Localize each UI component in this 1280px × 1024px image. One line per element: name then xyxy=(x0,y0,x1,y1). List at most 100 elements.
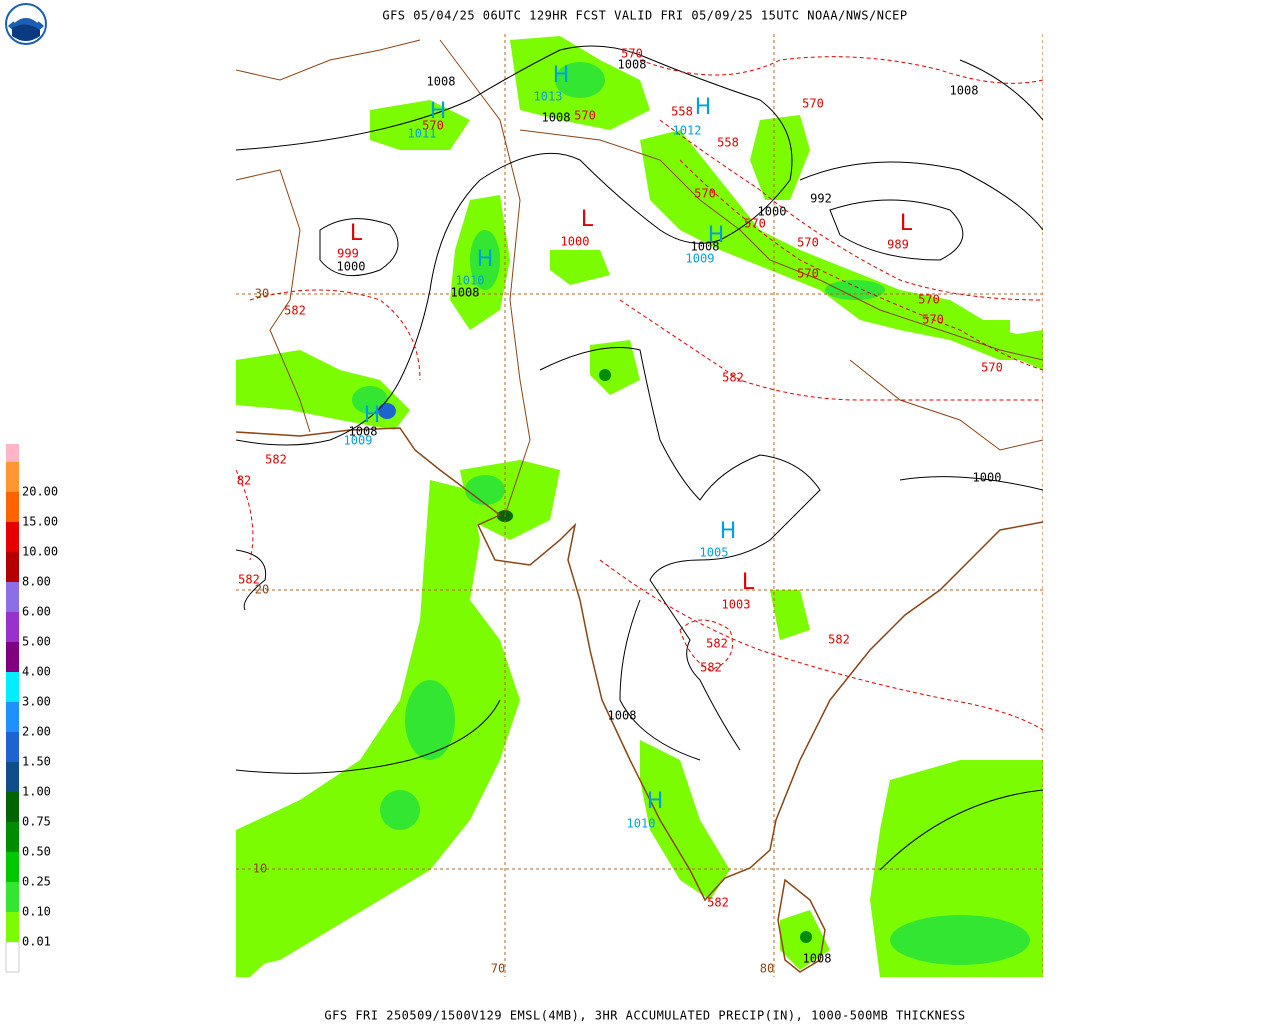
isobar-label: 1008 xyxy=(803,952,832,966)
legend-label: 8.00 xyxy=(22,575,51,589)
caption: GFS FRI 250509/1500V129 EMSL(4MB), 3HR A… xyxy=(324,1009,965,1023)
thickness-label: 570 xyxy=(694,187,716,201)
thickness-label: 582 xyxy=(722,371,744,385)
low-pressure: 999 xyxy=(337,247,359,261)
legend-band xyxy=(6,582,19,612)
legend-label: 10.00 xyxy=(22,545,58,559)
low-pressure: 1003 xyxy=(722,598,751,612)
legend-band xyxy=(6,822,19,852)
thickness-label: 570 xyxy=(574,109,596,123)
title: GFS 05/04/25 06UTC 129HR FCST VALID FRI … xyxy=(382,9,907,23)
thickness-label: 558 xyxy=(671,105,693,119)
thickness-label: 570 xyxy=(918,293,940,307)
high-symbol: H xyxy=(477,247,494,272)
legend-label: 4.00 xyxy=(22,665,51,679)
high-pressure: 1009 xyxy=(344,434,373,448)
thickness-label: 582 xyxy=(706,637,728,651)
high-pressure: 1010 xyxy=(456,274,485,288)
thickness-label: 582 xyxy=(265,453,287,467)
thickness-label: 582 xyxy=(707,896,729,910)
legend-label: 0.01 xyxy=(22,935,51,949)
thickness-label: 570 xyxy=(422,119,444,133)
high-pressure: 1012 xyxy=(673,124,702,138)
legend-band xyxy=(6,702,19,732)
thickness-label: 570 xyxy=(981,361,1003,375)
isobar-label: 1008 xyxy=(691,240,720,254)
thickness-label: 582 xyxy=(284,304,306,318)
thickness-label: 570 xyxy=(802,97,824,111)
legend: 0.01 0.10 0.25 0.50 0.75 1.00 1.50 2.00 3.00 4.00… xyxy=(5,444,58,973)
isobar-label: 992 xyxy=(810,192,832,206)
high-symbol: H xyxy=(708,223,725,248)
low-symbol: L xyxy=(350,221,363,246)
thickness-label: 558 xyxy=(717,136,739,150)
thickness-label: 82 xyxy=(237,474,251,488)
legend-band xyxy=(6,792,19,822)
lat-lon-grid xyxy=(236,34,1043,977)
legend-label: 5.00 xyxy=(22,635,51,649)
legend-label: 6.00 xyxy=(22,605,51,619)
legend-band xyxy=(6,672,19,702)
legend-label: 2.00 xyxy=(22,725,51,739)
thickness-label: 570 xyxy=(744,217,766,231)
legend-band xyxy=(5,941,20,973)
isobar-label: 1000 xyxy=(758,205,787,219)
thickness-label: 570 xyxy=(922,313,944,327)
isobar-label: 1008 xyxy=(618,58,647,72)
legend-label: 0.50 xyxy=(22,845,51,859)
legend-band xyxy=(6,912,19,942)
high-pressure: 1013 xyxy=(534,90,563,104)
legend-band xyxy=(6,462,19,492)
high-pressure: 1005 xyxy=(700,546,729,560)
legend-label: 1.00 xyxy=(22,785,51,799)
legend-band xyxy=(6,762,19,792)
legend-band xyxy=(6,882,19,912)
isobar-label: 1008 xyxy=(451,286,480,300)
high-symbol: H xyxy=(553,63,570,88)
legend-label: 0.25 xyxy=(22,875,51,889)
high-symbol: H xyxy=(364,403,381,428)
legend-band xyxy=(6,444,19,462)
map: 30 20 10 70 80 570 570 570 558 570 558 570 570 570 570… xyxy=(236,34,1043,977)
map-labels: 30 20 10 70 80 570 570 570 558 570 558 570 570 570 570… xyxy=(237,47,1003,976)
legend-label: 0.75 xyxy=(22,815,51,829)
legend-label: 20.00 xyxy=(22,485,58,499)
isobar-label: 1008 xyxy=(950,84,979,98)
borders xyxy=(236,39,1043,516)
legend-band xyxy=(6,732,19,762)
grid-label: 70 xyxy=(491,962,505,976)
thickness-label: 570 xyxy=(621,47,643,61)
isobar-label: 1008 xyxy=(427,75,456,89)
isobar-label: 1008 xyxy=(608,709,637,723)
thickness-contours xyxy=(236,56,1043,731)
legend-band xyxy=(6,552,19,582)
isobar-label: 1008 xyxy=(542,111,571,125)
low-symbol: L xyxy=(742,570,755,595)
high-symbol: H xyxy=(647,789,664,814)
low-symbol: L xyxy=(900,211,913,236)
coastline xyxy=(236,427,1043,973)
thickness-label: 582 xyxy=(828,633,850,647)
precip-cores xyxy=(378,369,812,943)
high-pressure: 1009 xyxy=(686,252,715,266)
high-symbol: H xyxy=(430,99,447,124)
thickness-label: 582 xyxy=(700,661,722,675)
isobar-label: 1000 xyxy=(337,260,366,274)
thickness-label: 582 xyxy=(238,573,260,587)
legend-label: 0.10 xyxy=(22,905,51,919)
legend-label: 15.00 xyxy=(22,515,58,529)
high-pressure: 1011 xyxy=(408,127,437,141)
legend-band xyxy=(6,642,19,672)
legend-band xyxy=(6,612,19,642)
legend-band xyxy=(6,852,19,882)
high-symbol: H xyxy=(695,95,712,120)
legend-band xyxy=(6,492,19,522)
grid-label: 10 xyxy=(253,862,267,876)
low-pressure: 1000 xyxy=(561,235,590,249)
grid-label: 80 xyxy=(760,962,774,976)
legend-band xyxy=(6,522,19,552)
low-pressure: 989 xyxy=(887,238,909,252)
noaa-logo xyxy=(5,3,47,45)
